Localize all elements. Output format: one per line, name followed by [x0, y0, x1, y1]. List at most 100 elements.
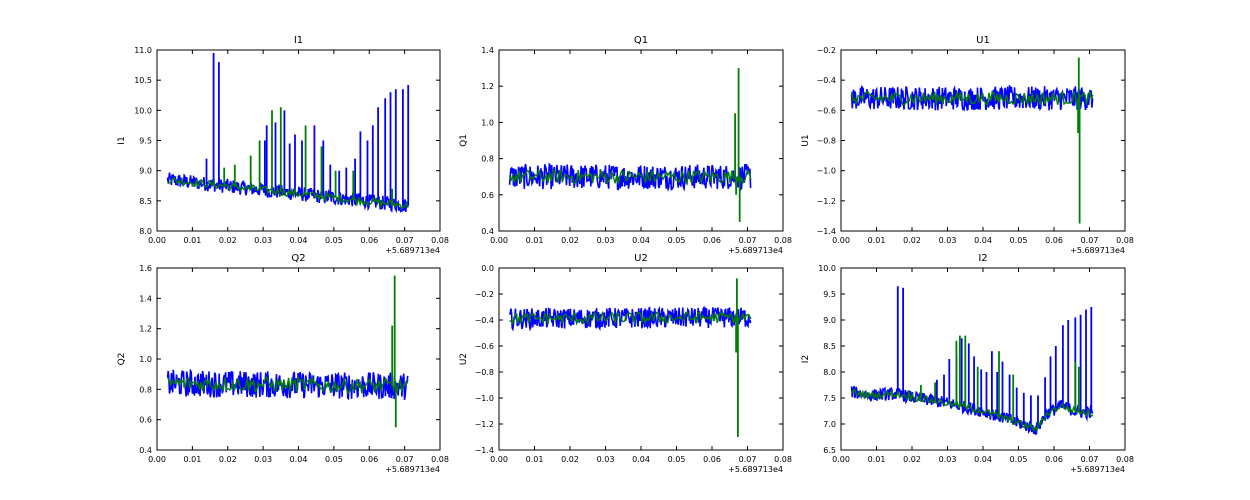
x-tick-label: 0.08	[431, 455, 449, 464]
subplot-u1: 0.00 0.01 0.02 0.03 0.04 0.05 0.06 0.07 0.08 −1.4…	[801, 35, 1134, 255]
y-tick-label: −1.0	[817, 167, 836, 176]
x-tick-label: 0.04	[632, 236, 650, 245]
y-tick-label: −0.2	[817, 46, 836, 55]
x-tick-label: 0.03	[597, 236, 615, 245]
y-tick-label: −1.4	[817, 227, 836, 236]
x-tick-label: 0.04	[632, 455, 650, 464]
plot-area	[850, 286, 1094, 436]
x-tick-label: 0.07	[396, 236, 414, 245]
y-axis-label: Q2	[117, 353, 127, 366]
plot-area	[508, 68, 752, 222]
subplot-title: U2	[634, 253, 648, 264]
x-tick-label: 0.04	[290, 236, 308, 245]
x-tick-label: 0.07	[396, 455, 414, 464]
x-tick-label: 0.08	[1116, 455, 1134, 464]
y-tick-label: 0.8	[481, 155, 494, 164]
x-tick-label: 0.04	[290, 455, 308, 464]
y-tick-label: 10.5	[134, 76, 152, 85]
x-tick-label: 0.02	[903, 236, 921, 245]
series-blue-trace	[508, 162, 752, 193]
y-tick-label: 6.5	[823, 446, 836, 455]
y-tick-label: 9.5	[139, 137, 152, 146]
x-tick-label: 0.07	[1081, 236, 1099, 245]
series-green-trace	[850, 89, 1094, 107]
x-tick-label: 0.05	[325, 236, 343, 245]
x-tick-label: 0.08	[774, 236, 792, 245]
x-tick-label: 0.07	[739, 455, 757, 464]
x-tick-label: 0.06	[703, 455, 721, 464]
y-tick-label: −0.6	[475, 342, 494, 351]
plot-area	[508, 278, 752, 437]
series-green-trace	[509, 310, 752, 326]
x-tick-label: 0.01	[868, 455, 886, 464]
x-tick-label: 0.00	[490, 236, 508, 245]
x-tick-label: 0.06	[360, 236, 378, 245]
x-tick-label: 0.05	[1010, 236, 1028, 245]
x-tick-label: 0.02	[219, 236, 237, 245]
series-blue-trace	[508, 305, 752, 332]
x-tick-label: 0.02	[561, 236, 579, 245]
subplot-i1: 0.00 0.01 0.02 0.03 0.04 0.05 0.06 0.07 0.08 8.0 8…	[117, 35, 449, 255]
x-tick-label: 0.07	[739, 236, 757, 245]
y-tick-label: 1.0	[481, 118, 494, 127]
y-tick-label: 0.4	[481, 227, 494, 236]
x-offset-label: +5.689713e4	[385, 246, 440, 255]
y-tick-label: 8.5	[823, 342, 836, 351]
y-tick-label: −0.4	[475, 316, 494, 325]
x-tick-label: 0.06	[360, 455, 378, 464]
axes-frame	[156, 267, 441, 451]
x-offset-label: +5.689713e4	[1070, 465, 1125, 474]
subplot-title: Q2	[291, 253, 305, 264]
x-tick-label: 0.05	[668, 455, 686, 464]
x-tick-label: 0.01	[526, 236, 544, 245]
x-tick-label: 0.05	[1010, 455, 1028, 464]
x-tick-label: 0.07	[1081, 455, 1099, 464]
y-tick-label: 1.4	[139, 294, 152, 303]
y-tick-label: 1.2	[139, 325, 152, 334]
y-tick-label: −0.4	[817, 76, 836, 85]
x-tick-label: 0.01	[183, 455, 201, 464]
y-tick-label: 1.0	[139, 355, 152, 364]
x-tick-label: 0.00	[148, 455, 166, 464]
y-tick-label: 11.0	[134, 46, 152, 55]
y-tick-label: 8.0	[139, 227, 152, 236]
y-tick-label: 0.4	[139, 446, 152, 455]
y-tick-label: −0.8	[475, 368, 494, 377]
x-offset-label: +5.689713e4	[728, 246, 783, 255]
y-tick-label: 9.0	[823, 316, 836, 325]
x-offset-label: +5.689713e4	[728, 465, 783, 474]
y-tick-label: 8.5	[139, 197, 152, 206]
subplot-title: U1	[976, 35, 990, 46]
x-tick-label: 0.08	[431, 236, 449, 245]
x-tick-label: 0.06	[1045, 236, 1063, 245]
plot-area	[850, 57, 1094, 224]
x-tick-label: 0.04	[974, 236, 992, 245]
y-tick-label: −1.2	[475, 420, 494, 429]
subplot-u2: 0.00 0.01 0.02 0.03 0.04 0.05 0.06 0.07 0.08 −1.4…	[459, 253, 792, 474]
x-tick-label: 0.01	[868, 236, 886, 245]
y-tick-label: 9.5	[823, 290, 836, 299]
y-tick-label: 10.0	[818, 264, 836, 273]
y-tick-label: 0.0	[481, 264, 494, 273]
x-tick-label: 0.02	[903, 455, 921, 464]
axes-frame	[840, 267, 1126, 451]
x-tick-label: 0.03	[254, 455, 272, 464]
series-green-trace	[167, 176, 409, 211]
y-axis-label: Q1	[459, 134, 469, 147]
x-tick-label: 0.08	[774, 455, 792, 464]
x-offset-label: +5.689713e4	[1070, 246, 1125, 255]
y-tick-label: 0.6	[139, 416, 152, 425]
x-tick-label: 0.02	[561, 455, 579, 464]
y-axis-label: I2	[801, 355, 811, 363]
y-axis-label: I1	[117, 136, 127, 144]
plot-area	[166, 53, 410, 214]
series-green-trace	[166, 374, 409, 394]
x-tick-label: 0.03	[597, 455, 615, 464]
y-tick-label: 0.6	[481, 191, 494, 200]
subplot-title: Q1	[634, 35, 648, 46]
subplot-title: I1	[294, 35, 303, 46]
x-tick-label: 0.00	[832, 455, 850, 464]
x-tick-label: 0.04	[974, 455, 992, 464]
y-tick-label: 10.0	[134, 106, 152, 115]
